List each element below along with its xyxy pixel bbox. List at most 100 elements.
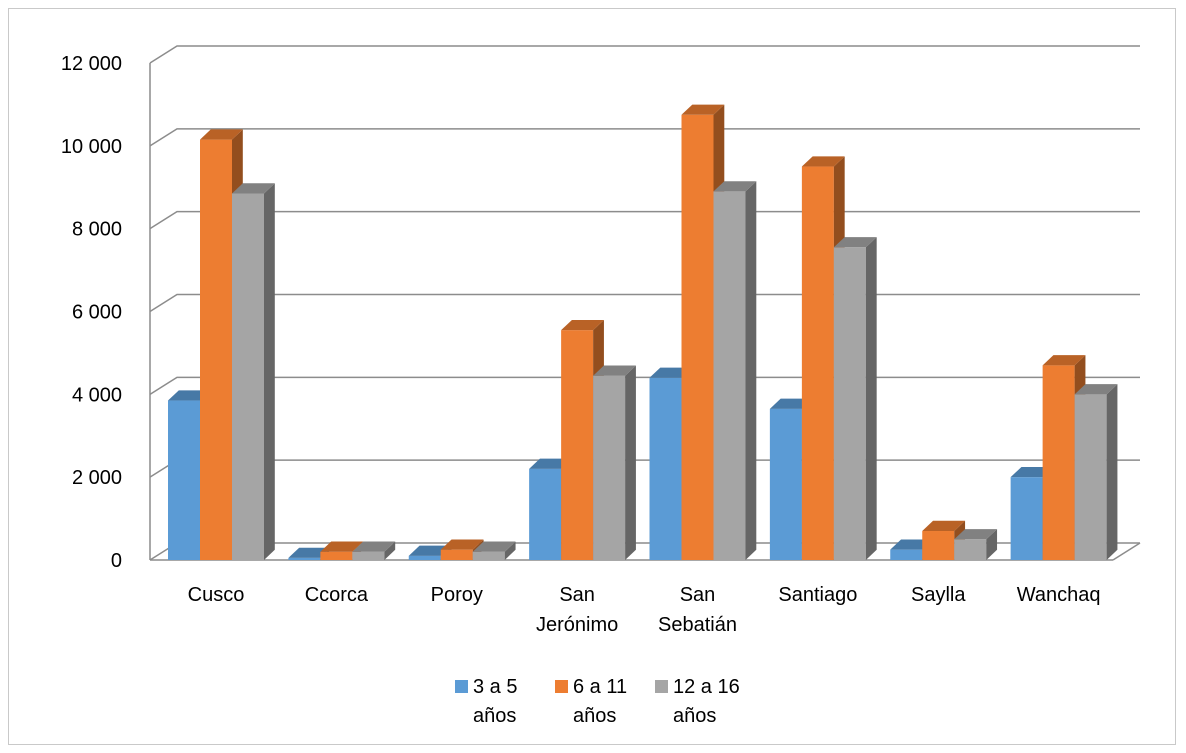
bar-front — [890, 549, 923, 560]
bar — [232, 183, 275, 560]
x-tick-label-line: Jerónimo — [536, 614, 618, 636]
bar-top — [472, 541, 516, 552]
bar-side — [625, 365, 636, 560]
legend-item: 6 a 11 años — [555, 676, 627, 727]
gridline — [149, 210, 1140, 230]
bar-front — [833, 247, 866, 560]
bar-top — [954, 529, 998, 540]
x-tick-label-line: Ccorca — [305, 584, 369, 606]
bar-top — [681, 104, 725, 115]
x-tick-label-line: Sebatián — [658, 614, 737, 636]
legend-label-line: 12 a 16 — [673, 676, 740, 698]
gridline — [149, 128, 1140, 147]
x-tick-label: Wanchaq — [1017, 584, 1101, 606]
bar-side — [865, 237, 877, 560]
legend: 3 a 5 años 6 a 11 años 12 a 16 años — [455, 676, 740, 727]
x-tick-label-line: San — [680, 584, 716, 606]
x-tick-label: San Sebatián — [658, 584, 737, 636]
bar-front — [954, 539, 987, 560]
y-tick-label: 12 000 — [61, 53, 122, 75]
bar-front — [529, 468, 562, 560]
bar — [1074, 384, 1118, 560]
bar — [713, 181, 757, 561]
x-tick-label: Ccorca — [305, 584, 369, 606]
bars — [168, 104, 1118, 561]
bar — [593, 365, 636, 560]
legend-label: 6 a 11 años — [573, 676, 627, 727]
bar-top — [232, 183, 275, 194]
bar-top — [593, 365, 636, 376]
legend-swatch — [555, 680, 568, 693]
bar — [352, 541, 396, 560]
bar-front — [200, 139, 232, 560]
x-tick-label: Santiago — [778, 584, 857, 606]
bar-side — [1106, 384, 1118, 560]
bar-front — [472, 551, 505, 560]
bar-front — [1042, 365, 1075, 560]
x-tick-label-line: Cusco — [188, 584, 245, 606]
legend-label-line: 3 a 5 — [473, 676, 517, 698]
bar-front — [440, 549, 473, 560]
x-tick-label-line: Wanchaq — [1017, 584, 1101, 606]
gridlines — [149, 45, 1141, 561]
bar-front — [168, 400, 200, 560]
bar-top — [713, 181, 757, 192]
bar-front — [1010, 477, 1043, 560]
bar-top — [1042, 355, 1086, 366]
legend-label: 3 a 5 años — [473, 676, 517, 727]
x-tick-label-line: Saylla — [911, 584, 966, 606]
bar — [833, 237, 877, 560]
x-tick-label: Poroy — [431, 584, 483, 606]
gridline — [149, 45, 1140, 64]
gridline — [149, 376, 1140, 395]
x-tick-label-line: Poroy — [431, 584, 483, 606]
legend-label-line: años — [573, 705, 616, 727]
bar — [954, 529, 998, 560]
bar-front — [713, 191, 746, 560]
x-tick-label-line: Santiago — [778, 584, 857, 606]
bar — [472, 541, 516, 560]
x-tick-label: Saylla — [911, 584, 966, 606]
y-tick-label: 8 000 — [72, 219, 122, 241]
gridline — [149, 459, 1140, 478]
bar-front — [801, 166, 834, 560]
gridline — [149, 293, 1140, 313]
legend-label-line: 6 a 11 — [573, 676, 627, 698]
legend-label: 12 a 16 años — [673, 676, 740, 727]
y-tick-label: 0 — [111, 550, 122, 572]
bar-top — [200, 129, 243, 140]
legend-label-line: años — [673, 705, 716, 727]
bar-top — [440, 539, 484, 550]
y-tick-label: 6 000 — [72, 302, 122, 324]
bar-front — [649, 377, 682, 560]
y-tick-label: 2 000 — [72, 467, 122, 489]
legend-item: 12 a 16 años — [655, 676, 740, 727]
bar-side — [504, 541, 516, 560]
bar-front — [320, 551, 353, 560]
bar-top — [1074, 384, 1118, 395]
bar-front — [288, 557, 321, 560]
bar-front — [593, 375, 626, 560]
x-tick-label: San Jerónimo — [536, 584, 618, 636]
bar-top — [922, 520, 966, 532]
y-tick-label: 4 000 — [72, 384, 122, 406]
bar-front — [352, 551, 385, 560]
bar-side — [384, 541, 396, 560]
bar-side — [264, 183, 275, 560]
bar-front — [769, 408, 802, 560]
bar-front — [1074, 394, 1107, 560]
bar-top — [561, 319, 604, 331]
bar-side — [986, 529, 998, 560]
y-tick-label: 10 000 — [61, 136, 122, 158]
bar-top — [320, 541, 364, 552]
legend-swatch — [455, 680, 468, 693]
legend-label-line: años — [473, 705, 516, 727]
legend-item: 3 a 5 años — [455, 676, 517, 727]
bar-front — [922, 531, 955, 560]
bar-front — [681, 114, 714, 560]
bar-front — [561, 330, 594, 560]
bar-top — [352, 541, 396, 552]
x-tick-label: Cusco — [188, 584, 245, 606]
